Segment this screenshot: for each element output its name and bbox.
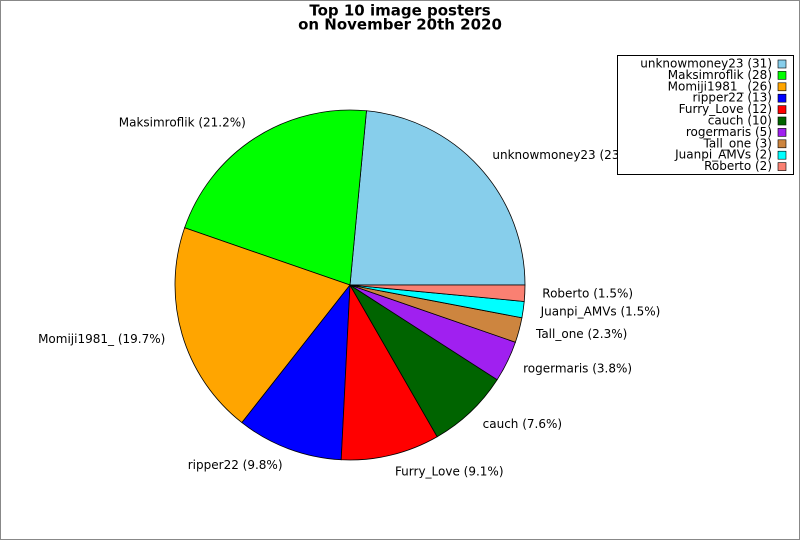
slice-label: Maksimroflik (21.2%) xyxy=(119,116,246,130)
legend-box xyxy=(617,55,794,175)
slice-label: Tall_one (2.3%) xyxy=(535,327,627,341)
slice-label: unknowmoney23 (23.5%) xyxy=(492,148,647,162)
legend-label: ripper22 (13) xyxy=(692,91,772,105)
slice-label: rogermaris (3.8%) xyxy=(523,362,632,376)
slice-label: cauch (7.6%) xyxy=(483,417,562,431)
legend-label: Maksimroflik (28) xyxy=(668,68,772,82)
slice-label: Roberto (1.5%) xyxy=(542,287,633,301)
pie-slice xyxy=(241,283,351,461)
legend-label: Momiji1981_ (26) xyxy=(668,79,772,93)
legend-label: Juanpi_AMVs (2) xyxy=(674,148,772,162)
legend-swatch xyxy=(777,128,787,137)
legend-swatch xyxy=(777,59,787,69)
legend-swatch xyxy=(777,93,787,103)
pie: unknowmoney23 (23.5%) Maksimroflik (21.2%… xyxy=(38,109,661,479)
legend-swatch xyxy=(777,139,787,149)
legend-swatch xyxy=(777,71,787,80)
legend-label: Tall_one (3) xyxy=(702,136,772,150)
slice-label: Furry_Love (9.1%) xyxy=(395,465,504,479)
pie-slice xyxy=(340,283,438,461)
legend-swatch xyxy=(777,105,787,114)
legend-swatch xyxy=(777,116,787,126)
pie-slice xyxy=(174,227,351,424)
slice-label: ripper22 (9.8%) xyxy=(188,458,283,472)
chart-title: on November 20th 2020 xyxy=(298,16,502,34)
pie-slice xyxy=(184,109,367,286)
legend-swatch xyxy=(777,82,787,92)
legend-label: rogermaris (5) xyxy=(686,125,772,139)
legend-label: cauch (10) xyxy=(708,114,772,128)
slice-label: Momiji1981_ (19.7%) xyxy=(38,332,165,346)
legend-label: Roberto (2) xyxy=(704,159,772,173)
pie-slice xyxy=(349,284,526,302)
chart-title: Top 10 image posters xyxy=(309,2,490,20)
legend-label: Furry_Love (12) xyxy=(679,102,772,116)
legend-swatch xyxy=(777,150,787,160)
legend-label: unknowmoney23 (31) xyxy=(640,57,772,71)
slice-label: Juanpi_AMVs (1.5%) xyxy=(540,305,661,319)
legend: unknowmoney23 (31)Maksimroflik (28)Momij… xyxy=(617,55,794,175)
pie-slice xyxy=(349,110,526,286)
legend-swatch xyxy=(777,162,787,171)
